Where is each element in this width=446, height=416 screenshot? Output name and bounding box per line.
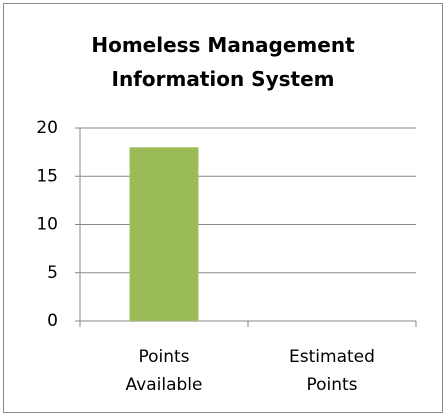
chart-title: Homeless Management Information System: [91, 33, 355, 91]
y-tick-label: 20: [36, 118, 58, 138]
bar: [129, 147, 199, 321]
y-tick-label: 5: [47, 263, 58, 283]
y-tick-label: 15: [36, 166, 58, 186]
x-tick-label: Points Available: [125, 347, 203, 395]
y-tick-label: 10: [36, 215, 58, 235]
y-tick-label: 0: [47, 311, 58, 331]
chart-border: [3, 3, 443, 413]
x-tick-label: Estimated Points: [289, 347, 375, 395]
